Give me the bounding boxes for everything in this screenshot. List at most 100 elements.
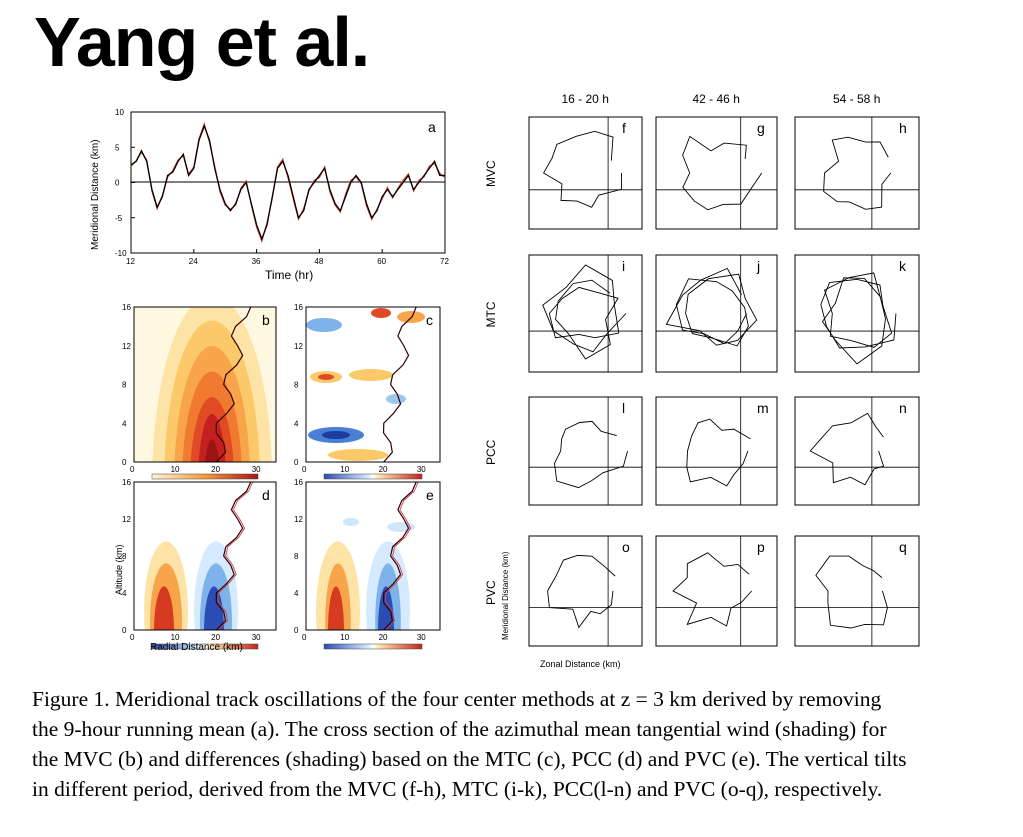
grid-side-ylabel: Meridional Distance (km) [501, 551, 510, 640]
tilt-line [215, 306, 252, 463]
page-title: Yang et al. [34, 3, 370, 81]
panel-xtick-label: 0 [302, 465, 307, 474]
diff-blob [386, 394, 406, 404]
panel-ytick-label: 8 [122, 552, 127, 561]
tilt-track [815, 555, 888, 629]
panel-a-xtick-label: 72 [440, 257, 449, 266]
panel-e-label: e [426, 487, 434, 503]
tilt-track [547, 554, 616, 629]
panel-b-shading [134, 307, 276, 462]
wind-contour [205, 439, 220, 462]
tilt-panel-label: g [757, 120, 765, 136]
panel-c-label: c [426, 312, 433, 328]
panel-a-xtick-label: 12 [126, 257, 135, 266]
panel-b: b 0 4 8 12 16 0 10 20 30 [122, 303, 277, 480]
tilt-track [542, 130, 622, 208]
tilt-track [686, 418, 751, 487]
row-label: PVC [484, 580, 498, 605]
panel-d-label: d [262, 487, 270, 503]
tilt-panel-frame [794, 254, 920, 373]
panel-c-colorbar [323, 473, 423, 480]
panel-xtick-label: 10 [171, 465, 180, 474]
panel-ytick-label: 12 [122, 342, 131, 351]
panel-b-colorbar [151, 473, 259, 480]
caption-line-3: the MVC (b) and differences (shading) ba… [32, 747, 907, 771]
panel-e-frame [305, 481, 441, 631]
column-header: 54 - 58 h [833, 92, 880, 106]
panel-ytick-label: 16 [122, 478, 131, 487]
tilt-panel-i: i [528, 254, 643, 373]
panel-b-label: b [262, 312, 270, 328]
wind-contour [198, 414, 226, 462]
diff-blob [154, 586, 174, 630]
tilt-line-alt [217, 481, 254, 631]
panel-a-xtick-label: 48 [314, 257, 323, 266]
grid-bottom-xlabel: Zonal Distance (km) [540, 659, 621, 669]
panel-ytick-label: 8 [294, 381, 299, 390]
panel-a-ytick-label: -10 [115, 249, 127, 258]
tilt-panel-label: q [899, 539, 907, 555]
panel-xtick-label: 20 [211, 633, 220, 642]
row-label: PCC [484, 439, 498, 465]
panel-e-colorbar [323, 643, 423, 650]
diff-blob [204, 586, 224, 630]
panel-xtick-label: 20 [379, 465, 388, 474]
diff-blob [328, 449, 388, 461]
panel-xtick-label: 30 [417, 465, 426, 474]
diff-blob [322, 431, 350, 439]
tilt-panel-o: o [528, 535, 643, 647]
diff-blob [343, 518, 359, 526]
panel-a-xlabel: Time (hr) [265, 268, 313, 282]
panel-xtick-label: 20 [379, 633, 388, 642]
diff-blob [306, 318, 342, 332]
panel-a: 12 24 36 48 60 72 10 5 0 -5 -10 a Meridional Dist… [90, 108, 449, 282]
tilt-panel-label: k [899, 258, 907, 274]
column-header: 42 - 46 h [693, 92, 740, 106]
diff-blob [397, 311, 425, 323]
tilt-panel-frame [528, 396, 643, 506]
radial-axis-label: Radial Distance (km) [150, 642, 243, 653]
panel-xtick-label: 20 [211, 465, 220, 474]
panel-c: c 0 4 8 12 16 0 10 20 30 [294, 303, 441, 480]
column-header: 16 - 20 h [562, 92, 609, 106]
panel-xtick-label: 10 [340, 465, 349, 474]
diff-blob [378, 586, 394, 630]
tilt-panel-m: m [655, 396, 778, 506]
diff-blob [371, 308, 391, 318]
tilt-panel-frame [655, 116, 778, 230]
panel-a-ytick-label: 10 [115, 108, 124, 117]
panel-ytick-label: 4 [294, 589, 299, 598]
tilt-track [823, 136, 892, 210]
caption-line-4: in different period, derived from the MV… [32, 777, 883, 801]
tilt-panel-label: o [622, 539, 630, 555]
tilt-panel-frame [655, 396, 778, 506]
panel-a-ylabel: Meridional Distance (km) [90, 139, 101, 250]
tilt-panel-k: k [794, 254, 920, 373]
tilt-panel-n: n [794, 396, 920, 506]
tilt-panel-j: j [655, 254, 778, 373]
panel-ytick-label: 8 [122, 381, 127, 390]
panel-a-xtick-label: 60 [377, 257, 386, 266]
caption-line-1: Figure 1. Meridional track oscillations … [32, 687, 882, 711]
panel-a-ytick-label: -5 [115, 214, 123, 223]
tilt-panel-label: h [899, 120, 907, 136]
panel-ytick-label: 0 [122, 626, 127, 635]
panel-ytick-label: 16 [294, 478, 303, 487]
tilt-track [554, 420, 628, 489]
panel-ytick-label: 16 [294, 303, 303, 312]
tilt-panel-q: q [794, 535, 920, 647]
panel-c-frame [305, 306, 441, 463]
panel-d-colorbar [151, 643, 259, 650]
tilt-line-alt [385, 481, 419, 631]
panel-b-frame [133, 306, 277, 463]
panel-ytick-label: 4 [294, 419, 299, 428]
tilt-panel-g: g [655, 116, 778, 230]
tilt-line [382, 481, 417, 631]
panel-d-frame [133, 481, 277, 631]
panel-ytick-label: 0 [122, 458, 127, 467]
tilt-panel-p: p [655, 535, 778, 647]
tilt-panel-label: n [899, 400, 907, 416]
panel-xtick-label: 0 [130, 633, 135, 642]
diff-blob [349, 369, 393, 381]
tilt-panel-frame [794, 116, 920, 230]
